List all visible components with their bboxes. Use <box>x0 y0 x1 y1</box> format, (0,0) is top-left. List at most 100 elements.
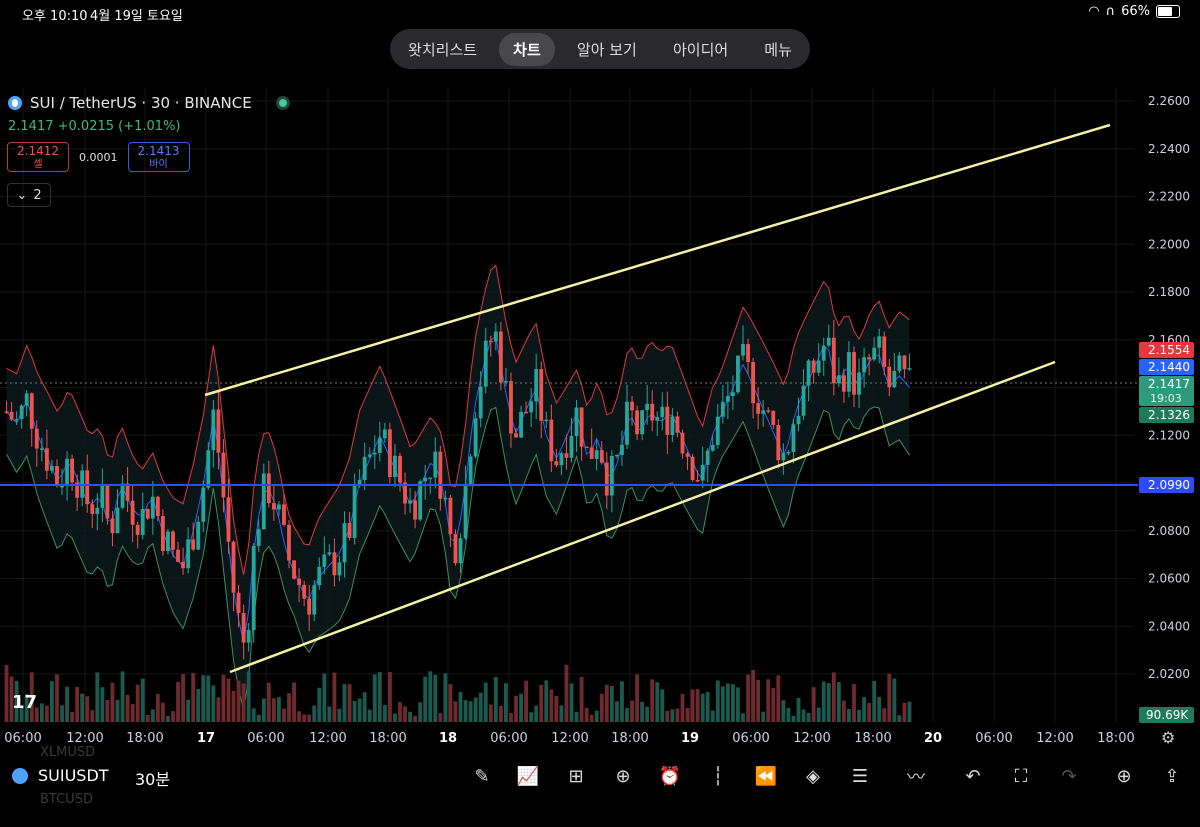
candle-body <box>85 470 90 505</box>
volume-bar <box>806 712 811 722</box>
undo-icon[interactable]: ↶ <box>965 765 981 787</box>
candle-body <box>206 450 211 488</box>
volume-bar <box>781 700 786 722</box>
volume-bar <box>720 686 725 722</box>
candle-body <box>90 504 95 514</box>
volume-bar <box>655 682 660 722</box>
candle-body <box>796 415 801 425</box>
volume-bar <box>534 705 539 722</box>
last-price-label: 2.1417 <box>1148 377 1190 391</box>
time-tick-label: 12:00 <box>551 731 588 746</box>
sell-button[interactable]: 2.1412 셀 <box>7 142 69 172</box>
volume-bar <box>438 713 443 722</box>
candle-body <box>261 473 266 530</box>
interval-selector[interactable]: 30분 <box>135 770 171 789</box>
layout-grid-icon[interactable]: ⊞ <box>568 765 584 787</box>
candle-body <box>282 504 286 525</box>
candle-body <box>599 450 604 463</box>
volume-bar <box>504 683 508 722</box>
candle-body <box>529 401 534 413</box>
candle-body <box>559 453 564 466</box>
symbol-selector[interactable]: SUIUSDT <box>12 766 109 785</box>
tab-chart[interactable]: 차트 <box>499 32 555 66</box>
volume-bar <box>393 713 397 722</box>
price-tick-label: 2.0800 <box>1148 524 1190 538</box>
candle-body <box>695 479 700 482</box>
volume-bar <box>882 708 887 722</box>
volume-bar <box>226 678 231 722</box>
volume-bar <box>408 711 412 722</box>
volume-bar <box>509 712 513 722</box>
volume-bar <box>327 706 332 722</box>
sui-coin-icon <box>12 767 28 784</box>
time-tick-label: 18:00 <box>854 731 891 746</box>
drawing-brush-icon[interactable]: ✎ <box>474 765 490 787</box>
candle-body <box>524 411 529 414</box>
fullscreen-icon[interactable]: ⛶ <box>1014 765 1028 787</box>
volume-bar <box>19 705 24 722</box>
volume-bar <box>115 699 120 722</box>
candle-body <box>191 539 196 550</box>
add-idea-icon[interactable]: ⊕ <box>1116 765 1132 787</box>
indicator-collapse-button[interactable]: ⌄ 2 <box>7 183 51 207</box>
trend-icon[interactable]: 〰 <box>907 767 925 788</box>
buy-button[interactable]: 2.1413 바이 <box>127 142 190 172</box>
volume-bar <box>862 697 866 722</box>
price-tick-label: 2.2600 <box>1148 94 1190 108</box>
volume-bar <box>614 701 619 722</box>
candle-body <box>892 370 897 388</box>
alert-clock-icon[interactable]: ⏰ <box>658 765 682 787</box>
tab-menu[interactable]: 메뉴 <box>764 40 792 59</box>
candle-body <box>675 416 680 433</box>
buy-price: 2.1413 <box>137 144 180 158</box>
tab-ideas[interactable]: 아이디어 <box>672 40 729 59</box>
volume-bar <box>372 674 377 722</box>
candle-body <box>256 529 261 546</box>
price-tick-label: 2.2200 <box>1148 190 1190 204</box>
settings-sliders-icon[interactable]: ☰ <box>851 765 869 787</box>
volume-bar <box>776 675 781 722</box>
volume-bar <box>130 704 135 722</box>
candle-body <box>438 451 443 499</box>
current-price: 2.1417 <box>8 119 54 134</box>
candle-body <box>287 524 291 561</box>
countdown-label: 19:03 <box>1150 392 1182 405</box>
volume-bar <box>196 688 201 722</box>
volume-bar <box>660 689 665 722</box>
candle-body <box>811 360 816 373</box>
sui-coin-icon <box>8 96 22 110</box>
volume-bar <box>387 672 392 722</box>
replay-icon[interactable]: ⏪ <box>754 765 778 787</box>
tab-explore[interactable]: 알아 보기 <box>576 40 637 59</box>
candle-body <box>65 458 69 486</box>
candle-type-icon[interactable]: ┆ <box>712 765 724 787</box>
volume-bar <box>362 692 367 722</box>
volume-bar <box>55 674 59 722</box>
volume-bar <box>120 671 125 722</box>
time-tick-label: 06:00 <box>4 731 41 746</box>
volume-bar <box>186 699 191 722</box>
volume-bar <box>60 705 64 722</box>
candle-body <box>352 485 357 538</box>
symbol-title[interactable]: SUI / TetherUS · 30 · BINANCE <box>30 94 252 112</box>
share-icon[interactable]: ⇪ <box>1164 765 1180 787</box>
candle-body <box>685 453 690 457</box>
add-circle-icon[interactable]: ⊕ <box>615 765 631 787</box>
candle-body <box>448 497 453 535</box>
tab-watchlist[interactable]: 왓치리스트 <box>408 40 478 59</box>
candle-body <box>463 483 468 539</box>
candle-body <box>181 561 185 569</box>
volume-bar <box>251 708 256 722</box>
time-tick-label: 18:00 <box>611 731 648 746</box>
redo-icon[interactable]: ↷ <box>1061 765 1077 787</box>
symbol-header[interactable]: SUI / TetherUS · 30 · BINANCE <box>8 94 290 112</box>
volume-bar <box>292 682 296 722</box>
candle-body <box>332 552 337 576</box>
candle-body <box>746 344 750 363</box>
indicators-icon[interactable]: 📈 <box>516 765 540 787</box>
candle-body <box>19 405 24 420</box>
headphones-icon: ∩ <box>1105 4 1116 19</box>
layers-icon[interactable]: ◈ <box>806 765 820 787</box>
price-chart[interactable]: 2.26002.24002.22002.20002.18002.16002.14… <box>0 0 1200 752</box>
candle-body <box>604 462 609 496</box>
